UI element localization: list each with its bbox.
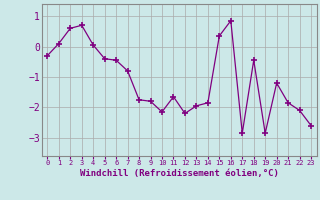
X-axis label: Windchill (Refroidissement éolien,°C): Windchill (Refroidissement éolien,°C) xyxy=(80,169,279,178)
